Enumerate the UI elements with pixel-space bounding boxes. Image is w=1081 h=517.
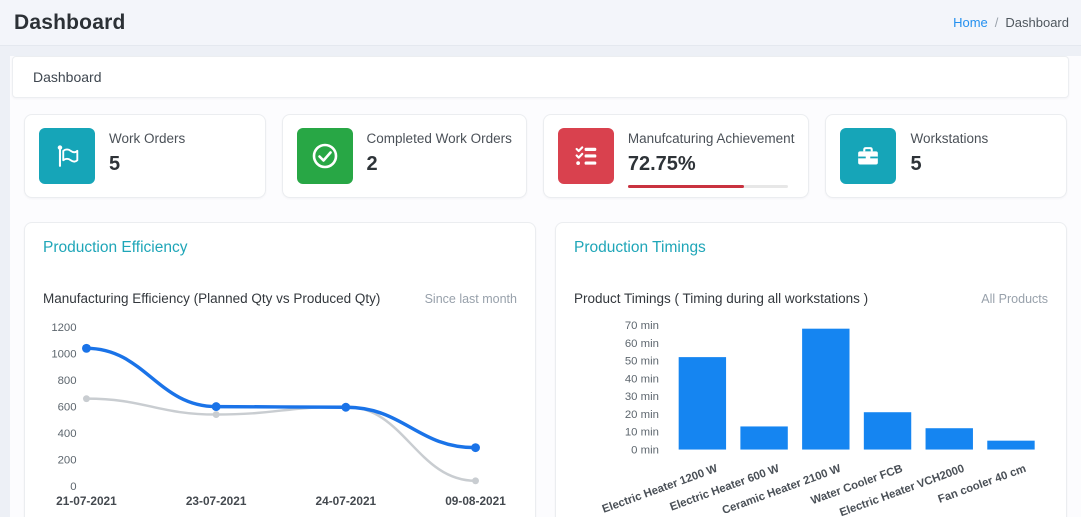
svg-text:23-07-2021: 23-07-2021 <box>186 494 247 508</box>
charts-row: Production Efficiency Manufacturing Effi… <box>24 222 1067 517</box>
svg-text:40 min: 40 min <box>625 373 659 385</box>
achievement-progress-track <box>627 185 788 188</box>
svg-text:30 min: 30 min <box>625 391 659 403</box>
stat-value: 2 <box>366 153 378 175</box>
breadcrumb-home-link[interactable]: Home <box>953 15 988 30</box>
breadcrumb-separator: / <box>994 15 999 30</box>
timings-chart-filter-note: All Products <box>981 292 1048 306</box>
breadcrumb: Home / Dashboard <box>953 15 1069 30</box>
svg-text:70 min: 70 min <box>625 320 659 332</box>
svg-text:24-07-2021: 24-07-2021 <box>316 494 377 508</box>
svg-text:60 min: 60 min <box>625 338 659 350</box>
stat-card-work-orders[interactable]: Work Orders 5 <box>24 114 266 198</box>
stat-card-workstations[interactable]: Workstations 5 <box>825 114 1067 198</box>
stat-value: 5 <box>109 153 121 175</box>
page-header: Dashboard Home / Dashboard <box>0 0 1081 46</box>
stat-label: Workstations <box>910 131 989 146</box>
efficiency-chart-subtitle: Manufacturing Efficiency (Planned Qty vs… <box>43 291 381 306</box>
flag-icon <box>39 128 95 184</box>
production-timings-card: Production Timings Product Timings ( Tim… <box>555 222 1067 517</box>
svg-text:50 min: 50 min <box>625 356 659 368</box>
stats-row: Work Orders 5 Completed Work Orders 2 <box>24 114 1067 198</box>
efficiency-line-chart[interactable]: 0 200 400 600 800 1000 1200 21-07-2021 23-07-202… <box>43 314 517 514</box>
stat-card-completed-work-orders[interactable]: Completed Work Orders 2 <box>281 114 527 198</box>
tasks-icon <box>557 128 614 184</box>
toolbar-title: Dashboard <box>33 69 102 85</box>
stat-card-manufacturing-achievement[interactable]: Manufcaturing Achievement 72.75% <box>542 114 810 198</box>
check-circle-icon <box>296 128 353 184</box>
svg-text:20 min: 20 min <box>625 409 659 421</box>
breadcrumb-current: Dashboard <box>1005 15 1069 30</box>
stat-label: Work Orders <box>109 131 186 146</box>
svg-text:21-07-2021: 21-07-2021 <box>56 494 117 508</box>
stat-value: 5 <box>910 153 922 175</box>
stat-label: Manufcaturing Achievement <box>627 131 795 146</box>
svg-text:800: 800 <box>58 375 77 387</box>
efficiency-chart-period-note: Since last month <box>424 292 517 306</box>
stat-value: 72.75% <box>627 153 696 175</box>
page-title: Dashboard <box>14 10 126 34</box>
svg-text:400: 400 <box>58 428 77 440</box>
timings-bar-chart[interactable]: 0 min 10 min 20 min 30 min 40 min 50 min 60 mi… <box>574 314 1048 517</box>
stat-label: Completed Work Orders <box>366 131 512 146</box>
production-efficiency-card: Production Efficiency Manufacturing Effi… <box>24 222 536 517</box>
content-area: Dashboard Work Orders 5 <box>10 56 1081 517</box>
svg-text:200: 200 <box>58 455 77 467</box>
production-timings-title: Production Timings <box>574 239 706 256</box>
svg-text:09-08-2021: 09-08-2021 <box>445 494 506 508</box>
production-efficiency-title: Production Efficiency <box>43 239 188 256</box>
svg-text:10 min: 10 min <box>625 427 659 439</box>
timings-chart-subtitle: Product Timings ( Timing during all work… <box>574 291 869 306</box>
briefcase-icon <box>840 128 897 184</box>
svg-text:0: 0 <box>70 481 76 493</box>
svg-text:1000: 1000 <box>51 349 76 361</box>
achievement-progress-fill <box>627 185 745 188</box>
secondary-toolbar: Dashboard <box>12 56 1069 98</box>
svg-text:0 min: 0 min <box>631 445 659 457</box>
svg-text:600: 600 <box>58 402 77 414</box>
svg-text:1200: 1200 <box>51 322 76 334</box>
